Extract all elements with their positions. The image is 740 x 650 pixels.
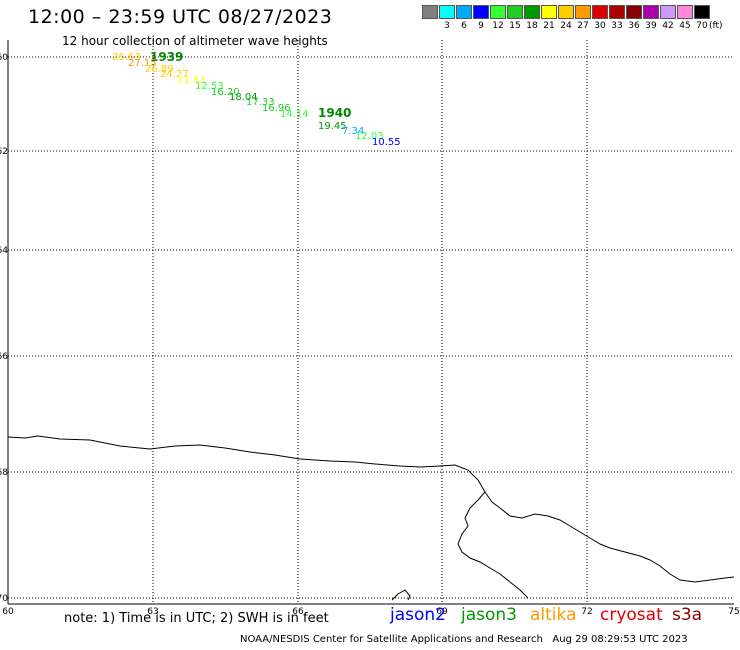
- latitude-label: -64: [0, 246, 8, 256]
- legend-label: 30: [594, 21, 606, 31]
- wave-height-label: 19.45: [318, 121, 347, 132]
- antarctic-coastline: [7, 435, 735, 583]
- wave-height-label: 18.04: [229, 92, 258, 103]
- longitude-label: 75: [728, 607, 739, 617]
- legend-swatch: [609, 5, 625, 19]
- wave-height-label: 16.20: [211, 87, 240, 98]
- satellite-label-jason2: jason2: [390, 605, 446, 625]
- legend-swatch: [541, 5, 557, 19]
- legend-label: 33: [611, 21, 623, 31]
- legend-label: 45: [679, 21, 691, 31]
- legend-label: 9: [478, 21, 484, 31]
- wave-height-label: 12.53: [195, 81, 224, 92]
- legend-label: 24: [560, 21, 572, 31]
- satellite-label-cryosat: cryosat: [600, 605, 663, 625]
- legend-swatch: [439, 5, 455, 19]
- footer-timestamp: Aug 29 08:29:53 UTC 2023: [552, 634, 688, 645]
- latitude-label: -70: [0, 594, 8, 604]
- longitude-label: 60: [2, 607, 14, 617]
- legend-swatch: [456, 5, 472, 19]
- longitude-label: 66: [292, 607, 304, 617]
- legend-label: 70: [696, 21, 708, 31]
- legend-swatch: [507, 5, 523, 19]
- wave-height-label: 7.34: [342, 126, 364, 137]
- longitude-label: 63: [147, 607, 158, 617]
- legend-swatch: [694, 5, 710, 19]
- wave-height-label: 10.55: [372, 137, 401, 148]
- wave-height-label: 24.27: [160, 69, 189, 80]
- legend-swatches: [422, 5, 711, 19]
- footer-agency: NOAA/NESDIS Center for Satellite Applica…: [240, 634, 543, 645]
- legend-label: 18: [526, 21, 538, 31]
- legend-swatch: [677, 5, 693, 19]
- legend-label: 21: [543, 21, 555, 31]
- legend-swatch: [422, 5, 438, 19]
- legend-swatch: [575, 5, 591, 19]
- legend-labels: 3 6 9 12 15 18 21 24 27 30 33 36 39 42 45 70 (ft): [422, 21, 722, 33]
- legend-label: 36: [628, 21, 640, 31]
- page-subtitle: 12 hour collection of altimeter wave hei…: [62, 34, 328, 48]
- wave-height-label: 17.33: [246, 97, 275, 108]
- wave-height-label: 26.89: [145, 64, 174, 75]
- legend-label: 42: [662, 21, 674, 31]
- legend-swatch: [592, 5, 608, 19]
- latitude-label: -62: [0, 147, 8, 157]
- pass-time-label: 1939: [150, 50, 183, 64]
- legend-swatch: [558, 5, 574, 19]
- legend-label: 27: [577, 21, 589, 31]
- longitude-label: 72: [581, 607, 592, 617]
- bay-coastline: [457, 491, 529, 599]
- wave-height-label: 26.63: [112, 52, 141, 63]
- latitude-label: -60: [0, 53, 8, 63]
- island-coastline: [391, 589, 411, 601]
- legend-unit: (ft): [709, 21, 723, 31]
- wave-height-label: 27.15: [128, 58, 157, 69]
- legend-swatch: [490, 5, 506, 19]
- footer-credit: NOAA/NESDIS Center for Satellite Applica…: [240, 634, 688, 645]
- note-text: note: 1) Time is in UTC; 2) SWH is in fe…: [64, 611, 329, 626]
- legend-swatch: [524, 5, 540, 19]
- legend-label: 12: [492, 21, 504, 31]
- graticule: [7, 40, 734, 605]
- legend-swatch: [660, 5, 676, 19]
- legend-label: 3: [444, 21, 450, 31]
- satellite-label-jason3: jason3: [461, 605, 517, 625]
- wave-height-label: 21.51: [177, 75, 206, 86]
- legend-swatch: [473, 5, 489, 19]
- satellite-label-altika: altika: [530, 605, 577, 625]
- wave-height-label: 14.14: [280, 109, 309, 120]
- legend-swatch: [643, 5, 659, 19]
- latitude-label: -66: [0, 352, 8, 362]
- pass-time-label: 1940: [318, 106, 351, 120]
- latitude-label: -68: [0, 468, 8, 478]
- longitude-label: 69: [436, 607, 448, 617]
- wave-height-label: 16.96: [262, 103, 291, 114]
- legend-label: 39: [645, 21, 657, 31]
- page-title: 12:00 – 23:59 UTC 08/27/2023: [28, 6, 333, 28]
- map-labels: -60 -62 -64 -66 -68 -70 60 63 66 69 72 75 1939 1940 26…: [0, 50, 740, 617]
- coastline: [7, 435, 735, 601]
- wave-height-label: 12.03: [355, 131, 384, 142]
- legend-label: 15: [509, 21, 521, 31]
- color-legend: 3 6 9 12 15 18 21 24 27 30 33 36 39 42 45 70 (ft): [422, 5, 723, 33]
- satellite-label-s3a: s3a: [672, 605, 703, 625]
- legend-label: 6: [461, 21, 467, 31]
- legend-swatch: [626, 5, 642, 19]
